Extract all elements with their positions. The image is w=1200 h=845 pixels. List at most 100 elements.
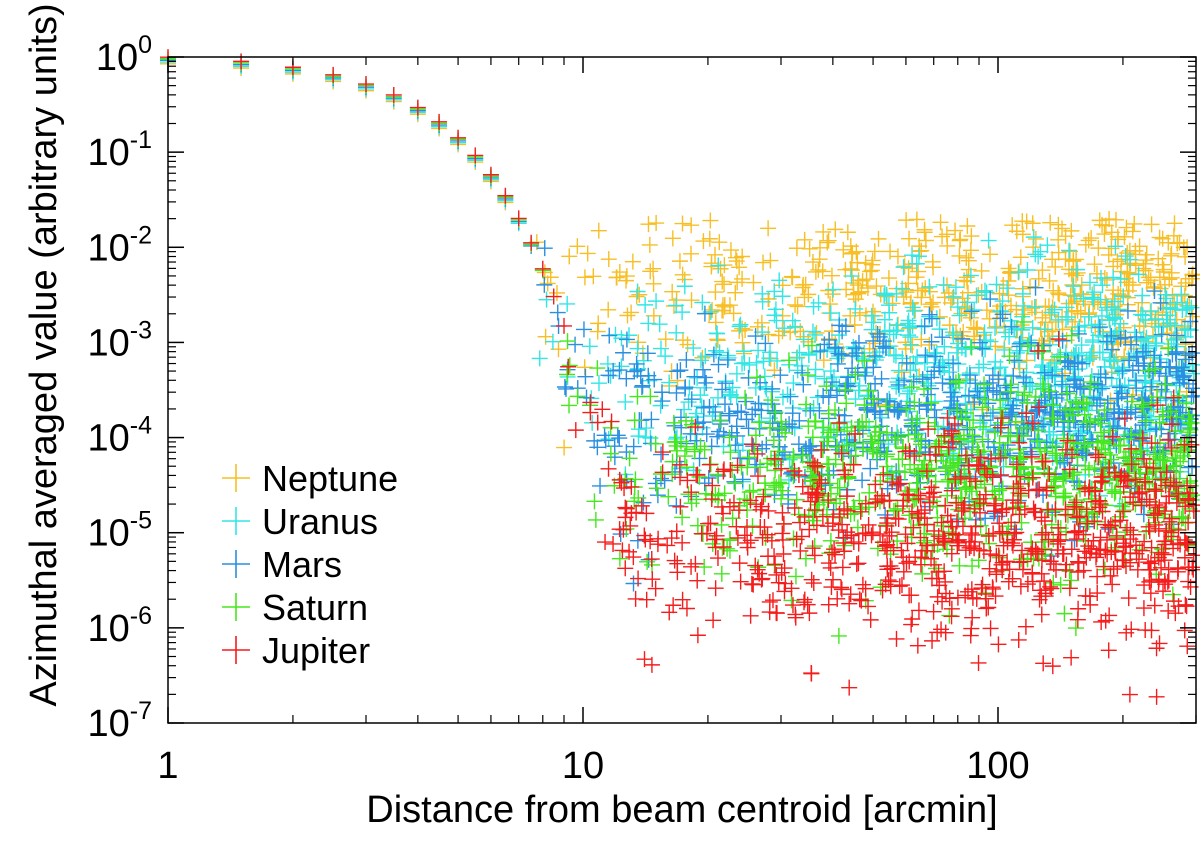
data-point bbox=[928, 345, 945, 362]
data-point bbox=[902, 295, 919, 312]
data-point bbox=[1134, 382, 1151, 399]
data-point bbox=[1042, 553, 1059, 570]
data-point bbox=[975, 495, 992, 512]
data-point bbox=[728, 365, 745, 382]
data-point bbox=[727, 475, 744, 492]
data-point bbox=[1082, 379, 1099, 396]
data-point bbox=[994, 523, 1011, 540]
data-point bbox=[887, 431, 904, 448]
data-point bbox=[854, 576, 871, 593]
data-point bbox=[677, 379, 694, 396]
data-point bbox=[824, 544, 841, 561]
data-point bbox=[1020, 482, 1037, 499]
data-point bbox=[539, 275, 556, 292]
data-point bbox=[1106, 464, 1123, 481]
data-point bbox=[966, 394, 983, 411]
data-point bbox=[875, 466, 892, 483]
y-tick-base: 10 bbox=[87, 322, 129, 364]
data-point bbox=[1157, 477, 1174, 494]
data-point bbox=[701, 456, 718, 473]
data-point bbox=[1165, 227, 1182, 244]
data-point bbox=[879, 509, 896, 526]
data-point bbox=[707, 246, 724, 263]
data-point bbox=[1173, 286, 1190, 303]
data-point bbox=[605, 535, 622, 552]
data-point bbox=[830, 627, 847, 644]
data-point bbox=[707, 284, 724, 301]
data-point bbox=[1094, 469, 1111, 486]
data-point bbox=[1070, 600, 1087, 617]
data-point bbox=[1007, 413, 1024, 430]
data-point bbox=[710, 389, 727, 406]
data-point bbox=[1024, 215, 1041, 232]
data-point bbox=[806, 547, 823, 564]
data-point bbox=[758, 436, 775, 453]
data-point bbox=[536, 240, 553, 257]
data-point bbox=[450, 129, 467, 146]
data-point bbox=[976, 376, 993, 393]
data-point bbox=[732, 450, 749, 467]
data-point bbox=[788, 531, 805, 548]
data-point bbox=[1088, 265, 1105, 282]
data-point bbox=[785, 530, 802, 547]
data-point bbox=[829, 421, 846, 438]
data-point bbox=[843, 268, 860, 285]
data-point bbox=[1026, 299, 1043, 316]
data-point bbox=[722, 387, 739, 404]
data-point bbox=[1043, 580, 1060, 597]
data-point bbox=[1055, 430, 1072, 447]
data-point bbox=[784, 405, 801, 422]
data-point bbox=[974, 576, 991, 593]
data-point bbox=[1164, 586, 1181, 603]
data-point bbox=[898, 400, 915, 417]
data-point bbox=[863, 321, 880, 338]
data-point bbox=[766, 283, 783, 300]
data-point bbox=[1083, 344, 1100, 361]
data-point bbox=[1103, 341, 1120, 358]
data-point bbox=[523, 234, 540, 251]
data-point bbox=[939, 409, 956, 426]
data-point bbox=[1123, 426, 1140, 443]
data-point bbox=[1018, 213, 1035, 230]
data-point bbox=[1115, 430, 1132, 447]
data-point bbox=[1143, 216, 1160, 233]
data-point bbox=[1115, 535, 1132, 552]
data-point bbox=[1176, 371, 1193, 388]
data-point bbox=[1082, 596, 1099, 613]
data-point bbox=[696, 441, 713, 458]
data-point bbox=[901, 587, 918, 604]
data-point bbox=[1136, 533, 1153, 550]
data-point bbox=[1160, 602, 1177, 619]
data-point bbox=[905, 519, 922, 536]
data-point bbox=[785, 375, 802, 392]
data-point bbox=[1103, 240, 1120, 257]
data-point bbox=[556, 378, 573, 395]
data-point bbox=[867, 419, 884, 436]
data-point bbox=[980, 232, 997, 249]
data-point bbox=[893, 577, 910, 594]
data-point bbox=[923, 333, 940, 350]
data-point bbox=[942, 513, 959, 530]
data-point bbox=[1092, 366, 1109, 383]
data-point bbox=[325, 66, 342, 83]
data-point bbox=[854, 525, 871, 542]
data-point bbox=[1042, 336, 1058, 353]
data-point bbox=[875, 338, 892, 355]
data-point bbox=[896, 372, 913, 389]
data-point bbox=[1108, 531, 1125, 548]
data-point bbox=[839, 224, 856, 241]
data-point bbox=[1143, 394, 1160, 411]
data-point bbox=[683, 558, 700, 575]
data-point bbox=[770, 574, 787, 591]
data-point bbox=[653, 384, 670, 401]
data-point bbox=[1082, 413, 1099, 430]
data-point bbox=[676, 278, 693, 295]
data-point bbox=[775, 515, 792, 532]
data-point bbox=[729, 457, 746, 474]
data-point bbox=[956, 272, 973, 289]
data-point bbox=[1003, 376, 1020, 393]
data-point bbox=[1122, 489, 1139, 506]
data-point bbox=[664, 466, 681, 483]
data-point bbox=[624, 253, 641, 270]
data-point bbox=[1179, 638, 1196, 655]
